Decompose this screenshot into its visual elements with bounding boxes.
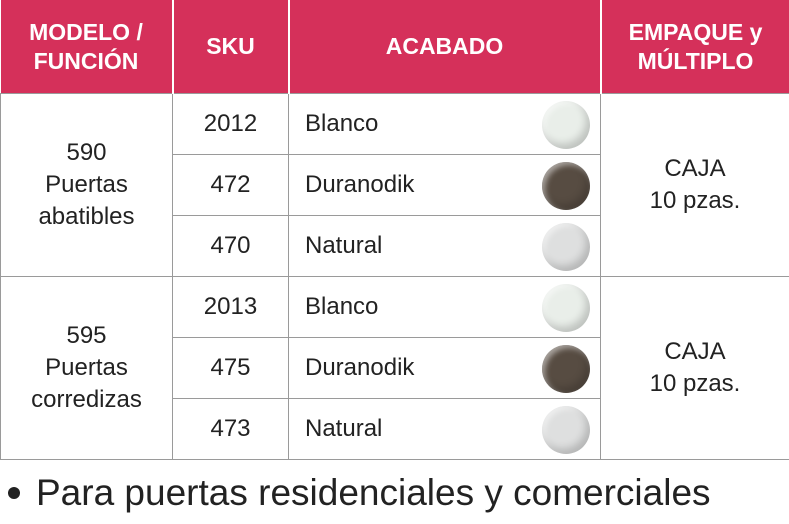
line: Puertas — [45, 354, 128, 381]
row: 475 Duranodik — [1, 337, 789, 399]
product-table: MODELO / FUNCIÓN SKU ACABADO EMPAQUE y MÚLTIP… — [0, 0, 789, 460]
sku-cell: 472 — [172, 154, 289, 216]
row: 472 Duranodik — [1, 154, 789, 216]
row: 473 Natural — [1, 398, 789, 460]
finish-cell: Blanco — [288, 93, 601, 155]
finish-name: Blanco — [305, 293, 379, 320]
sku-cell: 475 — [172, 337, 289, 399]
line: CAJA — [664, 155, 726, 182]
model-cell: 590 Puertas abatibles — [0, 93, 173, 277]
header-cell: MODELO / FUNCIÓN — [0, 0, 173, 94]
line: 595 — [66, 322, 107, 349]
note-text: Para puertas residenciales y comerciales — [36, 472, 711, 513]
sku-cell: 470 — [172, 215, 289, 277]
finish-name: Blanco — [305, 110, 379, 137]
line: 10 pzas. — [649, 370, 741, 397]
line: CAJA — [664, 338, 726, 365]
header-cell: SKU — [171, 0, 289, 94]
line: EMPAQUE y — [628, 18, 763, 45]
sku-cell: 2012 — [172, 93, 289, 155]
line: 10 pzas. — [649, 187, 741, 214]
header-cell: EMPAQUE y MÚLTIPLO — [599, 0, 789, 94]
sku-cell: 473 — [172, 398, 289, 460]
row: 590 Puertas abatibles 2012 Blanco CAJA 10 pzas… — [0, 93, 789, 277]
row: 470 Natural — [1, 215, 789, 277]
line: FUNCIÓN — [33, 47, 139, 74]
package-cell: CAJA 10 pzas. — [600, 276, 789, 460]
package-cell: CAJA 10 pzas. — [600, 93, 789, 277]
sku-cell: 2013 — [172, 276, 289, 338]
finish-cell: Duranodik — [288, 337, 601, 399]
line: MODELO / — [29, 18, 143, 45]
table-body: 590 Puertas abatibles 2012 Blanco CAJA 10 pzas… — [0, 93, 789, 460]
line: SKU — [206, 33, 255, 59]
swatch — [542, 223, 590, 271]
finish-name: Duranodik — [305, 171, 415, 198]
finish-cell: Blanco — [288, 276, 601, 338]
finish-cell: Natural — [288, 398, 601, 460]
bullet — [8, 487, 20, 499]
line: Puertas — [45, 171, 128, 198]
line: corredizas — [31, 386, 142, 413]
finish-name: Natural — [305, 415, 383, 442]
finish-cell: Natural — [288, 215, 601, 277]
line: abatibles — [38, 203, 135, 230]
finish-name: Natural — [305, 232, 383, 259]
swatch — [542, 345, 590, 393]
line: MÚLTIPLO — [637, 47, 754, 74]
swatch — [542, 101, 590, 149]
row: 595 Puertas corredizas 2013 Blanco CAJA 10 pza… — [0, 276, 789, 460]
header-cell: ACABADO — [287, 0, 601, 94]
note: Para puertas residenciales y comerciales — [8, 472, 711, 514]
model-cell: 595 Puertas corredizas — [0, 276, 173, 460]
finish-name: Duranodik — [305, 354, 415, 381]
swatch — [542, 284, 590, 332]
header-row: MODELO / FUNCIÓN SKU ACABADO EMPAQUE y MÚLTIP… — [0, 0, 789, 94]
swatch — [542, 406, 590, 454]
line: 590 — [66, 139, 107, 166]
swatch — [542, 162, 590, 210]
line: ACABADO — [385, 33, 504, 59]
finish-cell: Duranodik — [288, 154, 601, 216]
